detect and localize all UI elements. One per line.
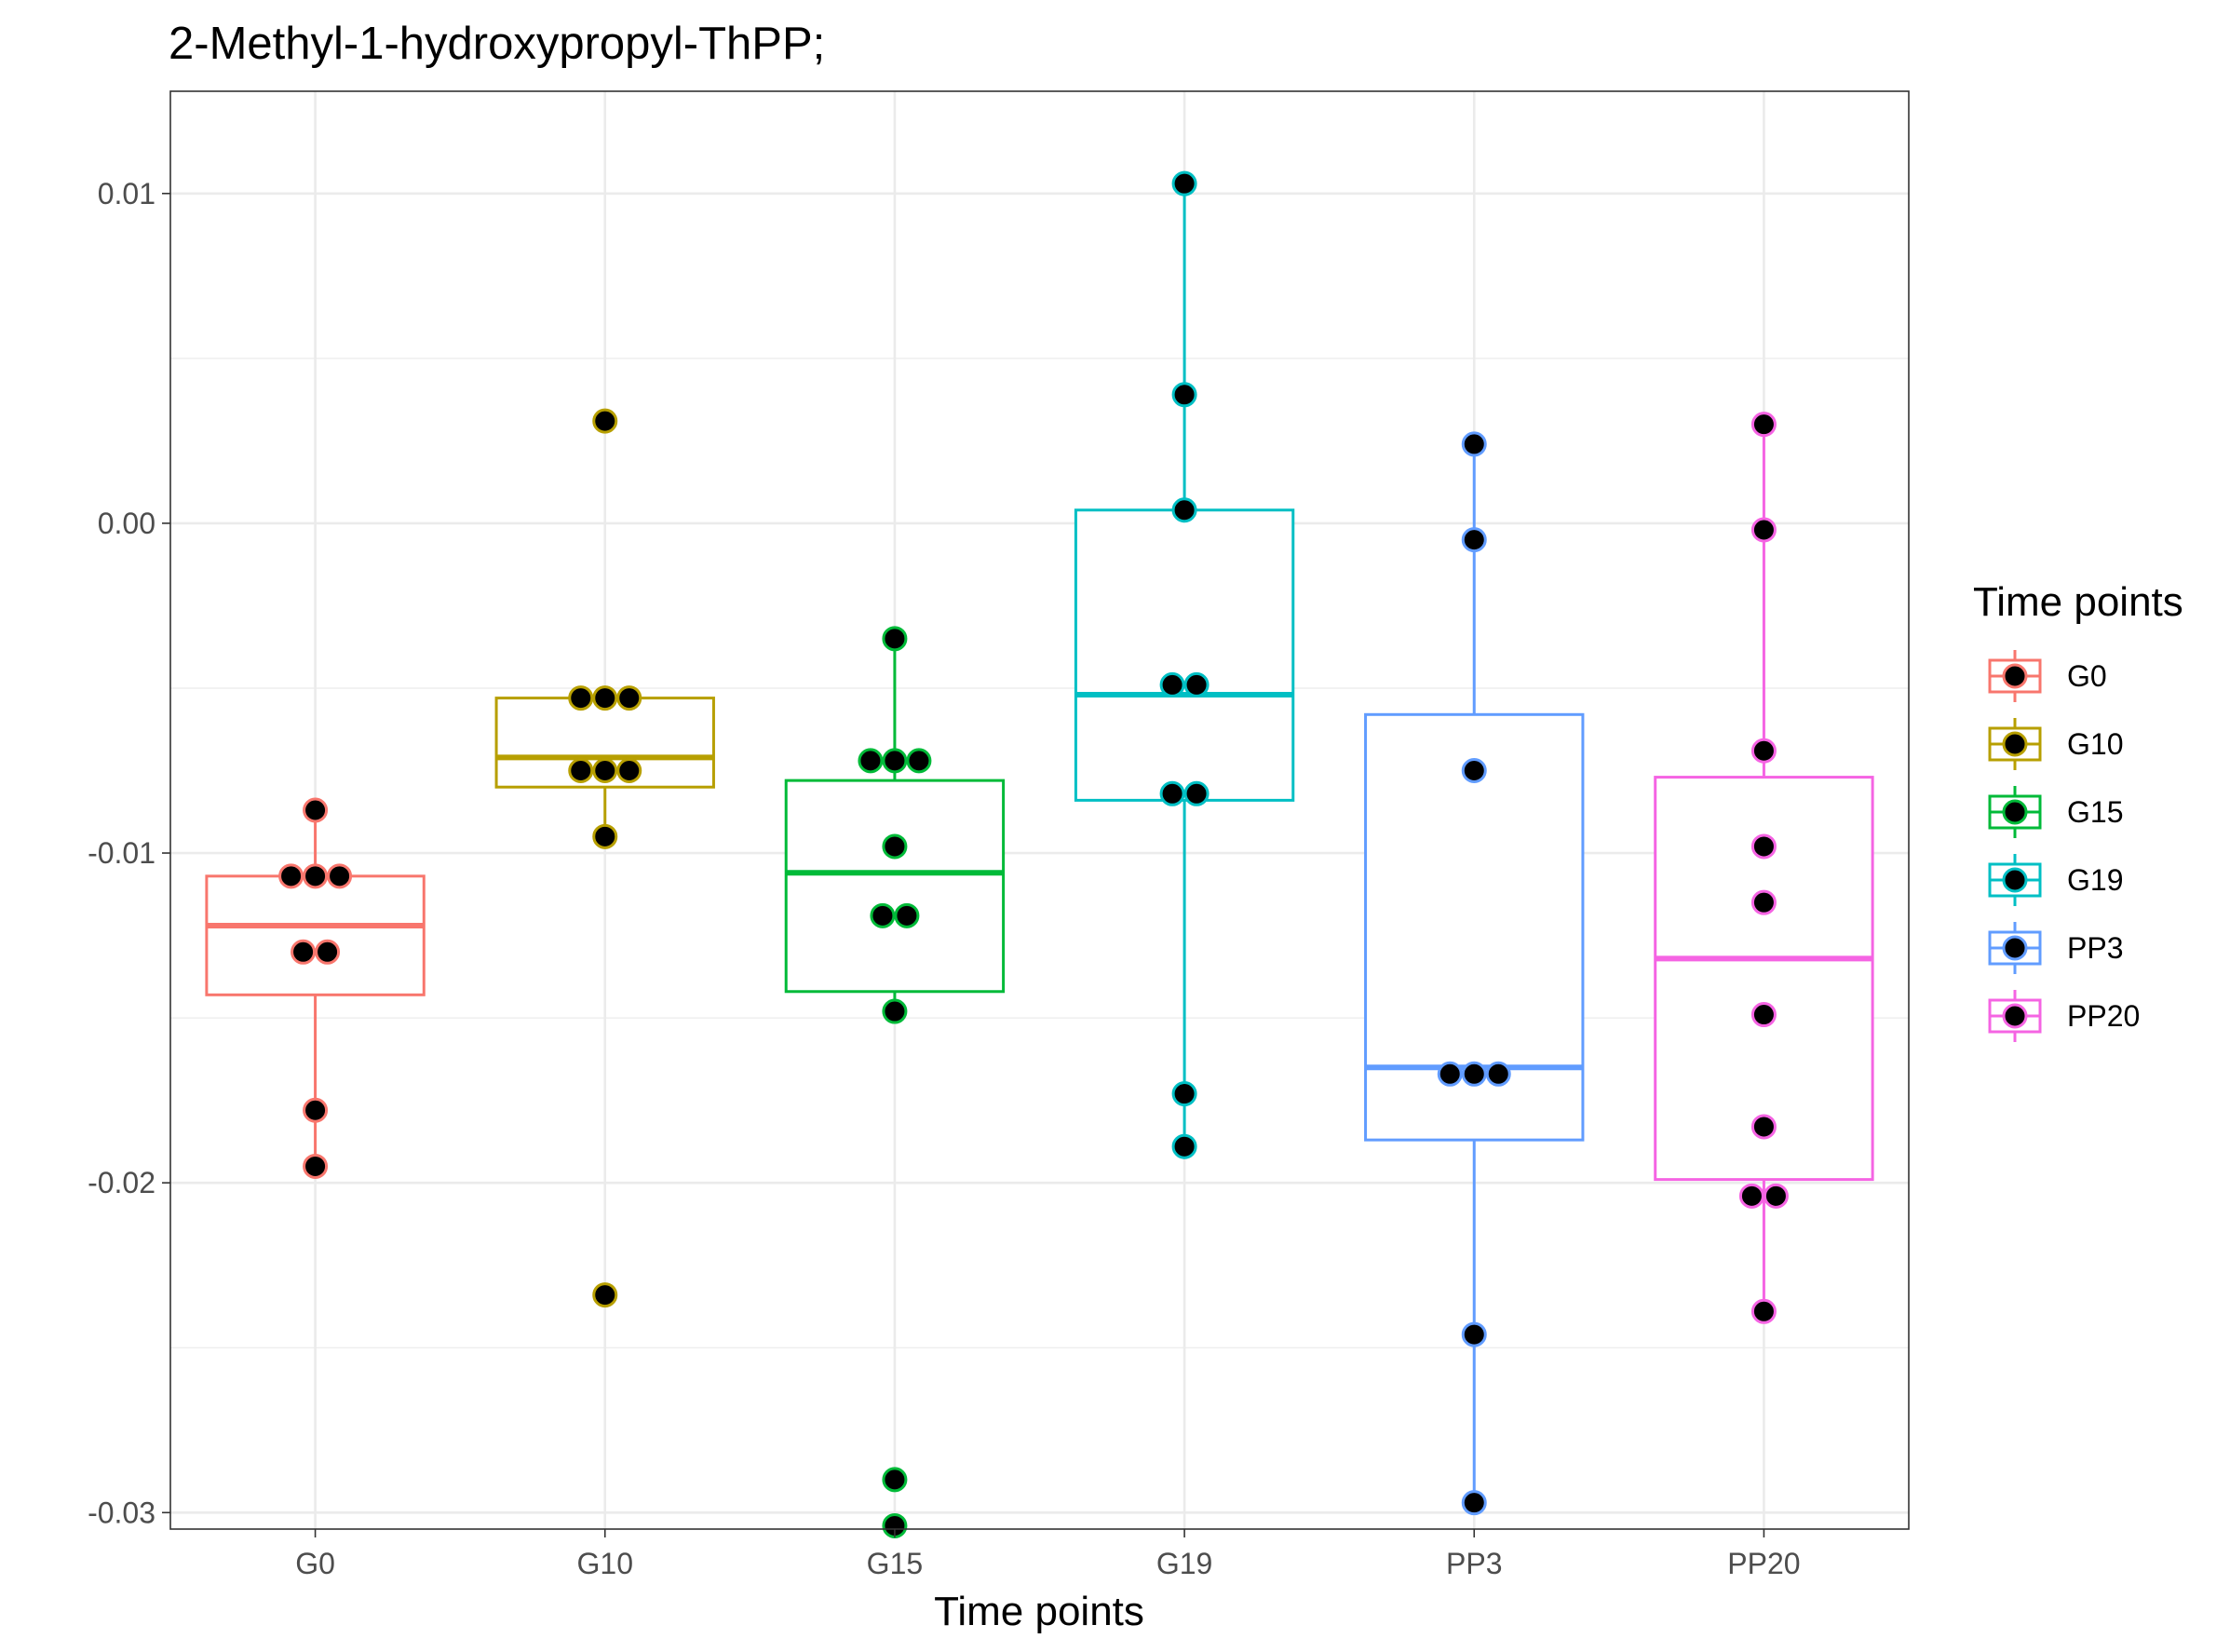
legend-key [1988,854,2042,906]
data-point [1750,517,1777,543]
data-point [1750,889,1777,915]
data-point [278,863,304,889]
data-point [592,408,618,434]
data-point [882,998,908,1024]
y-tick-label: 0.00 [98,507,155,540]
x-tick-label: G10 [577,1547,633,1580]
legend-key-point [2002,935,2028,961]
data-point [1763,1183,1789,1209]
box [205,874,426,996]
box [784,779,1006,994]
legend-key-point [2002,799,2028,825]
x-axis-title: Time points [934,1589,1144,1634]
y-tick-label: -0.02 [88,1166,155,1199]
data-point [592,1282,618,1308]
legend-key-point [2002,663,2028,689]
point-layer [278,170,1789,1538]
data-point [1171,1133,1197,1159]
legend-label: G15 [2067,795,2123,829]
data-point [1750,412,1777,438]
data-point [882,833,908,860]
x-axis: G0 G10 G15 G19 PP3 PP20 [295,1529,1801,1580]
legend-label: G0 [2067,659,2107,693]
legend-label: PP3 [2067,931,2123,965]
data-point [592,823,618,849]
y-tick-label: -0.03 [88,1496,155,1529]
data-point [1171,497,1197,523]
plot-panel-border [169,90,1910,1530]
data-point [303,797,329,823]
data-point [894,902,920,928]
data-point [1485,1061,1511,1087]
data-point [1183,671,1210,697]
data-point [1750,1114,1777,1140]
chart-title: 2-Methyl-1-hydroxypropyl-ThPP; [169,19,825,69]
data-point [1461,1490,1487,1516]
legend-key [1988,718,2042,770]
data-point [303,1097,329,1123]
legend-label: PP20 [2067,999,2140,1033]
data-point [291,939,317,965]
data-point [1461,527,1487,553]
data-point [1750,738,1777,764]
data-point [858,748,884,774]
y-axis: 0.01 0.00 -0.01 -0.02 -0.03 [88,177,170,1529]
data-point [1750,1298,1777,1324]
data-point [568,758,594,784]
legend-title: Time points [1973,579,2183,625]
legend-label: G10 [2067,727,2123,761]
legend-key [1988,922,2042,974]
legend-key-point [2002,867,2028,893]
data-point [1159,780,1185,806]
plot-background [170,91,1909,1529]
legend-key-point [2002,1003,2028,1029]
data-point [882,1467,908,1493]
data-point [303,1153,329,1179]
y-tick-label: -0.01 [88,836,155,870]
data-point [303,863,329,889]
x-tick-label: G15 [867,1547,923,1580]
data-point [616,758,642,784]
data-point [1437,1061,1463,1087]
data-point [906,748,932,774]
data-point [616,685,642,711]
legend-key-point [2002,731,2028,757]
box-layer [205,183,1874,1503]
x-tick-label: PP20 [1727,1547,1800,1580]
data-point [592,758,618,784]
legend-key [1988,786,2042,838]
data-point [1183,780,1210,806]
data-point [327,863,353,889]
data-point [1738,1183,1764,1209]
data-point [1461,1061,1487,1087]
data-point [882,626,908,652]
x-tick-label: PP3 [1446,1547,1502,1580]
data-point [315,939,341,965]
legend: Time points G0 G10 G15 G19 PP3 PP20 [1973,579,2183,1042]
data-point [1159,671,1185,697]
data-point [1461,431,1487,457]
legend-key [1988,990,2042,1042]
box [1074,508,1295,802]
data-point [882,748,908,774]
data-point [568,685,594,711]
data-point [1750,1002,1777,1028]
x-tick-label: G0 [295,1547,335,1580]
x-tick-label: G19 [1156,1547,1212,1580]
legend-key [1988,650,2042,702]
data-point [1171,382,1197,408]
data-point [1171,1081,1197,1107]
y-tick-label: 0.01 [98,177,155,210]
data-point [1461,758,1487,784]
data-point [1750,833,1777,860]
data-point [1461,1321,1487,1347]
data-point [1171,170,1197,196]
data-point [592,685,618,711]
data-point [870,902,896,928]
legend-label: G19 [2067,863,2123,897]
